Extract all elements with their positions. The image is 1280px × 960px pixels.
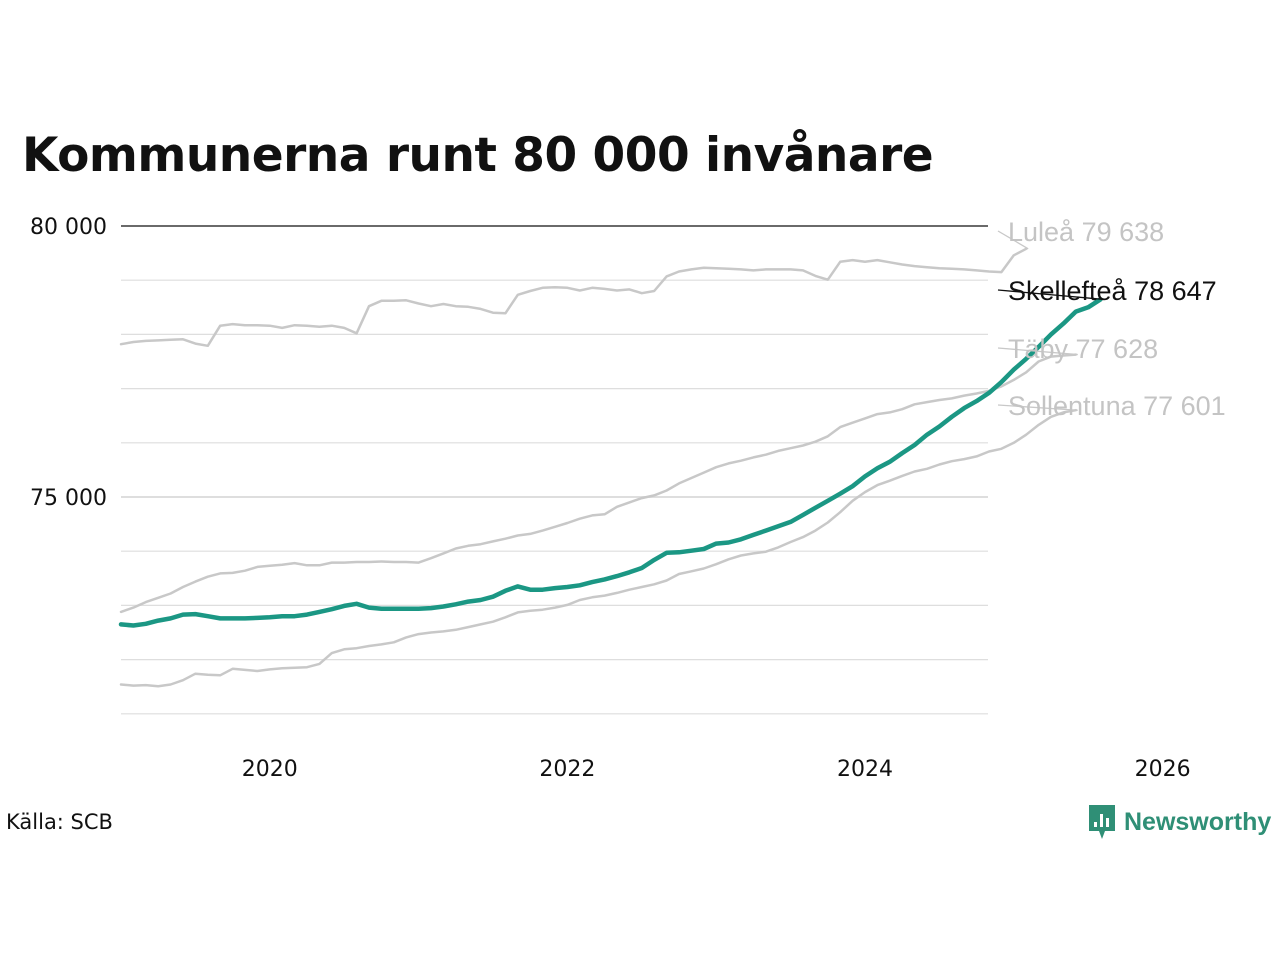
label-leader-line <box>997 289 1103 300</box>
series-line-täby <box>119 353 1078 614</box>
x-tick-label: 2026 <box>1135 757 1191 782</box>
newsworthy-logo-icon <box>1089 805 1115 839</box>
series-label-skellefteå: Skellefteå 78 647 <box>1008 276 1217 306</box>
series-label-luleå: Luleå 79 638 <box>1008 217 1164 247</box>
series-label-sollentuna: Sollentuna 77 601 <box>1008 391 1226 421</box>
x-tick-label: 2022 <box>539 757 595 782</box>
series-line-skellefteå <box>118 297 1103 628</box>
series-labels: Luleå 79 638 Skellefteå 78 647 Täby 77 628… <box>997 217 1226 421</box>
series-label-täby: Täby 77 628 <box>1008 334 1158 364</box>
series-line-sollentuna <box>119 408 1078 688</box>
x-tick-label: 2024 <box>837 757 893 782</box>
chart-title: Kommunerna runt 80 000 invånare <box>22 128 934 183</box>
label-leader-line <box>997 230 1029 250</box>
series-lines <box>118 247 1103 688</box>
brand-logo: Newsworthy <box>1088 804 1271 840</box>
y-axis: 75 000 80 000 <box>30 215 107 511</box>
x-tick-label: 2020 <box>242 757 298 782</box>
grid-lines <box>121 225 988 715</box>
brand-name: Newsworthy <box>1124 807 1272 836</box>
x-axis: 2020 2022 2024 2026 <box>242 757 1191 782</box>
label-leader-line <box>997 404 1078 411</box>
source-note: Källa: SCB <box>6 810 113 834</box>
series-line-luleå <box>119 247 1028 348</box>
label-leader-line <box>997 347 1078 356</box>
y-tick-label: 75 000 <box>30 486 107 511</box>
y-tick-label: 80 000 <box>30 215 107 240</box>
